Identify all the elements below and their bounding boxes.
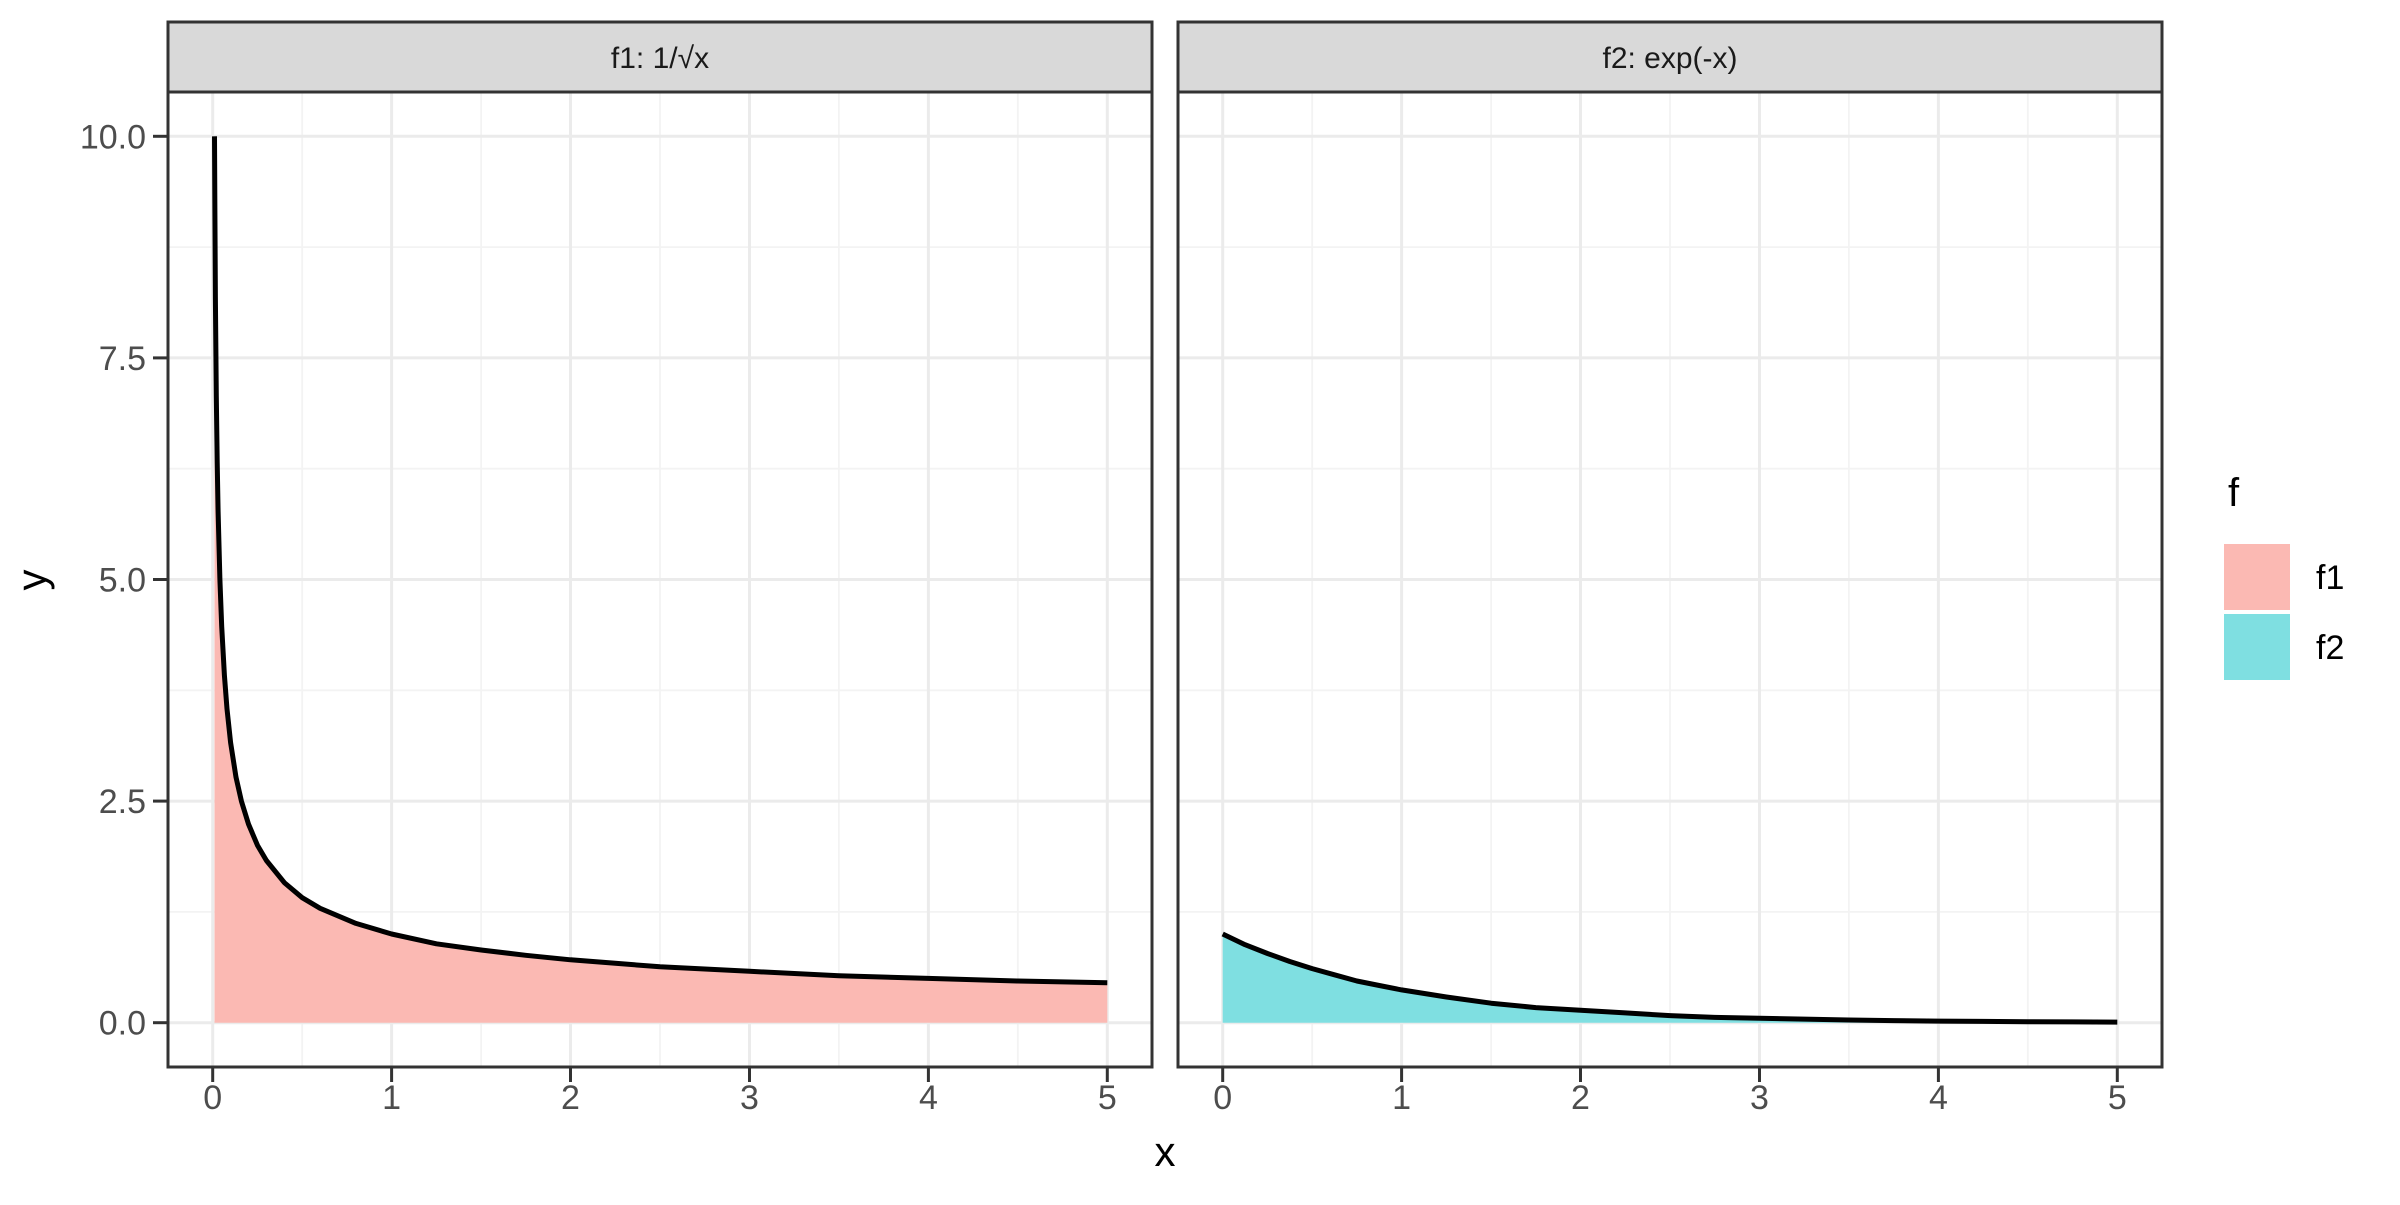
y-tick-label: 0.0 — [99, 1005, 146, 1043]
x-axis: 0 1 2 3 4 5 0 1 2 3 4 5 — [203, 1067, 2127, 1117]
x-tick-label: 2 — [561, 1079, 580, 1117]
legend-entries: f1 f2 — [2224, 544, 2344, 680]
y-tick-label: 5.0 — [99, 562, 146, 600]
x-tick-label: 5 — [2108, 1079, 2127, 1117]
x-tick-label: 2 — [1571, 1079, 1590, 1117]
facet-strip-label: f2: exp(-x) — [1602, 42, 1737, 75]
facet-panel-f1: f1: 1/√x — [166, 20, 1154, 1069]
curve-f1 — [212, 136, 1108, 986]
x-tick-label: 0 — [203, 1079, 222, 1117]
x-tick-label: 4 — [919, 1079, 938, 1117]
x-tick-label: 1 — [382, 1079, 401, 1117]
facet-panels: f1: 1/√x f2: exp(-x) — [166, 20, 2164, 1069]
x-tick-label: 5 — [1098, 1079, 1117, 1117]
x-axis-title: x — [1155, 1128, 1176, 1175]
facet-panel-f2: f2: exp(-x) — [1176, 20, 2164, 1069]
facet-strip — [166, 20, 1154, 94]
y-tick-label: 2.5 — [99, 783, 146, 821]
y-tick-label: 10.0 — [80, 118, 146, 156]
y-tick-label: 7.5 — [99, 340, 146, 378]
x-tick-label: 3 — [740, 1079, 759, 1117]
facet-strip — [1176, 20, 2164, 94]
area-f1 — [214, 136, 1108, 1023]
y-axis: 0.0 2.5 5.0 7.5 10.0 — [80, 118, 168, 1043]
x-tick-label: 4 — [1929, 1079, 1948, 1117]
legend-label-f2: f2 — [2316, 629, 2344, 667]
facet-strip-label: f1: 1/√x — [611, 42, 709, 75]
legend-key-f1 — [2224, 544, 2290, 610]
legend-label-f1: f1 — [2316, 559, 2344, 597]
legend-title: f — [2228, 471, 2240, 515]
y-axis-title: y — [8, 570, 55, 591]
area-f2 — [1222, 934, 2118, 1023]
legend-key-f2 — [2224, 614, 2290, 680]
curve-f2 — [1221, 931, 2118, 1025]
x-tick-label: 0 — [1213, 1079, 1232, 1117]
x-tick-label: 1 — [1392, 1079, 1411, 1117]
legend: f f1 f2 — [2224, 471, 2344, 680]
x-tick-label: 3 — [1750, 1079, 1769, 1117]
